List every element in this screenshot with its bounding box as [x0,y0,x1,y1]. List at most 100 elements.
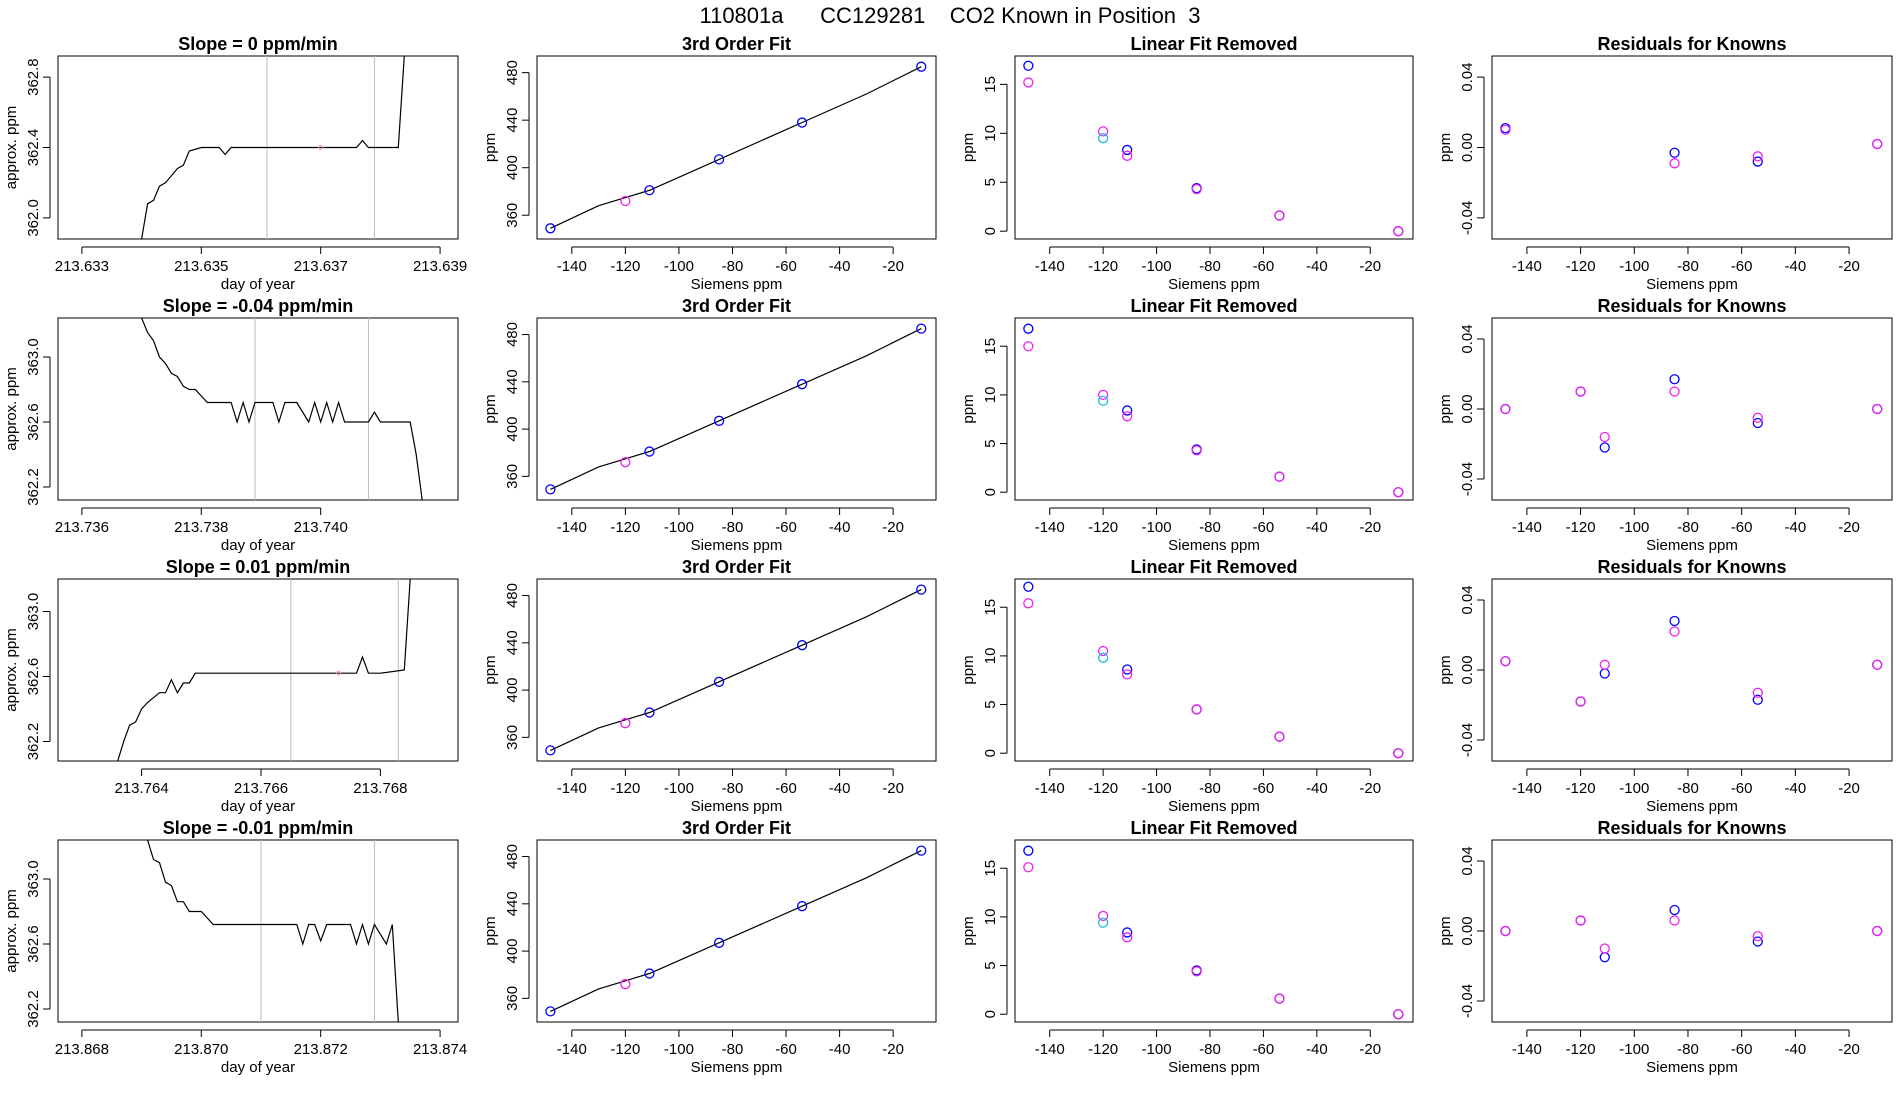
x-axis-label: Siemens ppm [691,276,783,293]
x-tick-label: -140 [1035,258,1065,275]
x-tick-label: -60 [1731,519,1753,536]
y-tick-label: 0.04 [1459,585,1476,614]
data-point-magenta [1097,910,1109,922]
y-tick-label: 480 [504,844,521,869]
data-point-magenta [620,718,631,729]
x-tick-label: -100 [664,258,694,275]
panel-title: Slope = 0.01 ppm/min [166,557,351,577]
y-axis-label: approx. ppm [3,628,20,711]
plot-data [1500,122,1883,169]
x-tick-label: -60 [775,780,797,797]
y-axis-label: ppm [960,655,977,684]
chart-panel-6: 3rd Order Fit -140 -120 -100 -80 -60 -40 -20 Sie… [482,296,937,554]
x-axis-label: Siemens ppm [691,1059,783,1076]
panel-title: Residuals for Knowns [1597,557,1786,577]
x-tick-label: -100 [664,519,694,536]
plot-data [141,318,423,500]
x-tick-label: -40 [829,780,851,797]
x-tick-label: -140 [1035,1041,1065,1058]
x-tick-label: 213.633 [55,258,109,275]
y-tick-label: 362.6 [25,658,42,696]
y-axis-label: ppm [482,655,499,684]
y-tick-label: 440 [504,630,521,655]
y-tick-label: 480 [504,60,521,85]
data-point-blue [916,61,927,72]
y-tick-label: 400 [504,155,521,180]
x-tick-label: -20 [1359,258,1381,275]
y-tick-label: 0.04 [1459,324,1476,353]
y-axis-label: ppm [482,133,499,162]
y-tick-label: 400 [504,939,521,964]
plot-frame [57,55,459,240]
x-tick-label: -40 [1785,1041,1807,1058]
panel-title: Slope = -0.04 ppm/min [163,296,354,316]
data-point-cyan [1097,133,1109,144]
x-tick-label: -40 [1785,519,1807,536]
y-axis: 362.2 362.6 363.0 [25,593,51,760]
x-tick-label: -100 [664,780,694,797]
data-point-magenta [1500,656,1511,667]
chart-panel-12: Residuals for Knowns -140 -120 -100 -80 -60 -4… [1437,557,1893,815]
data-point-blue [1122,405,1133,416]
y-axis: 362.2 362.6 363.0 [25,338,51,506]
x-tick-label: -40 [1306,258,1328,275]
data-point-magenta [1752,151,1763,162]
chart-panel-4: Residuals for Knowns -140 -120 -100 -80 -60 -4… [1437,34,1893,293]
x-tick-label: -100 [1142,519,1172,536]
x-tick-label: -40 [1785,780,1807,797]
data-point-magenta [1575,386,1586,397]
y-axis: 0 5 10 15 [982,860,1008,1018]
data-point-blue [1669,615,1680,627]
data-point-blue [916,584,927,595]
data-point-magenta [1669,386,1680,397]
x-tick-label: 213.870 [174,1041,228,1058]
page-title: 110801a CC129281 CO2 Known in Position 3 [699,3,1201,28]
panel-title: Linear Fit Removed [1130,818,1297,838]
data-point-magenta [1191,445,1202,456]
plot-data [1500,615,1883,707]
plot-data [117,579,411,761]
x-tick-label: -140 [1035,519,1065,536]
y-tick-label: 363.0 [25,860,42,898]
plot-frame [1491,55,1893,240]
y-axis-label: ppm [482,394,499,423]
y-tick-label: 0.00 [1459,394,1476,423]
panel-title: 3rd Order Fit [682,34,791,54]
data-point-magenta [1500,925,1511,937]
y-axis: -0.04 0.00 0.04 [1459,585,1485,757]
y-tick-label: 362.4 [25,129,42,167]
x-tick-label: -80 [1199,258,1221,275]
data-point-magenta [1752,931,1763,942]
x-tick-label: -140 [1512,1041,1542,1058]
x-tick-label: -20 [1359,1041,1381,1058]
y-tick-label: 15 [982,599,999,616]
x-axis: -140 -120 -100 -80 -60 -40 -20 [557,1029,904,1058]
x-tick-label: -100 [1619,258,1649,275]
plot-frame [536,317,937,501]
x-axis-label: day of year [221,537,295,554]
y-tick-label: 400 [504,678,521,703]
x-tick-label: -60 [1731,1041,1753,1058]
y-tick-label: 360 [504,986,521,1011]
plot-data [545,584,927,756]
panel-title: Residuals for Knowns [1597,818,1786,838]
x-tick-label: -80 [1677,1041,1699,1058]
data-point-magenta [620,457,631,468]
data-point-magenta [1393,748,1404,759]
data-point-blue [545,484,556,495]
mean-point [318,145,324,150]
data-point-magenta [1500,124,1511,136]
y-tick-label: 10 [982,125,999,142]
data-point-blue [644,968,655,979]
x-tick-label: -40 [1785,258,1807,275]
data-point-blue [1122,927,1133,938]
data-point-magenta [1393,487,1404,498]
data-point-blue [545,1006,556,1017]
x-axis: -140 -120 -100 -80 -60 -40 -20 [557,246,904,275]
y-axis-label: ppm [1437,394,1454,423]
x-tick-label: -20 [1838,1041,1860,1058]
data-point-blue [1023,60,1034,71]
data-point-magenta [1872,403,1883,415]
